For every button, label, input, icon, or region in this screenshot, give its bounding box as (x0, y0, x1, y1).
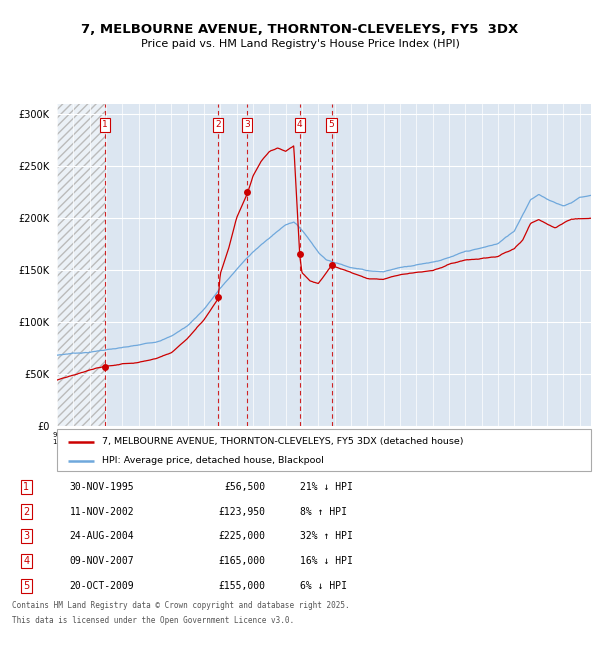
Text: 8% ↑ HPI: 8% ↑ HPI (300, 506, 347, 517)
Text: 5: 5 (329, 120, 334, 129)
Text: 1: 1 (23, 482, 29, 492)
Text: 1: 1 (102, 120, 107, 129)
Text: 3: 3 (23, 531, 29, 541)
Text: 24-AUG-2004: 24-AUG-2004 (70, 531, 134, 541)
Text: 7, MELBOURNE AVENUE, THORNTON-CLEVELEYS, FY5  3DX: 7, MELBOURNE AVENUE, THORNTON-CLEVELEYS,… (82, 23, 518, 36)
Text: 4: 4 (297, 120, 302, 129)
Text: 2: 2 (23, 506, 29, 517)
Text: Price paid vs. HM Land Registry's House Price Index (HPI): Price paid vs. HM Land Registry's House … (140, 39, 460, 49)
Text: 11-NOV-2002: 11-NOV-2002 (70, 506, 134, 517)
Text: 7, MELBOURNE AVENUE, THORNTON-CLEVELEYS, FY5 3DX (detached house): 7, MELBOURNE AVENUE, THORNTON-CLEVELEYS,… (103, 437, 464, 446)
Text: £56,500: £56,500 (224, 482, 265, 492)
Bar (57, 104, 104, 426)
Text: Contains HM Land Registry data © Crown copyright and database right 2025.: Contains HM Land Registry data © Crown c… (12, 601, 350, 610)
Text: 20-OCT-2009: 20-OCT-2009 (70, 580, 134, 591)
Text: 21% ↓ HPI: 21% ↓ HPI (300, 482, 353, 492)
Text: This data is licensed under the Open Government Licence v3.0.: This data is licensed under the Open Gov… (12, 616, 294, 625)
Text: £123,950: £123,950 (218, 506, 265, 517)
Text: 6% ↓ HPI: 6% ↓ HPI (300, 580, 347, 591)
Text: £155,000: £155,000 (218, 580, 265, 591)
FancyBboxPatch shape (57, 429, 591, 471)
Text: 09-NOV-2007: 09-NOV-2007 (70, 556, 134, 566)
Text: HPI: Average price, detached house, Blackpool: HPI: Average price, detached house, Blac… (103, 456, 324, 465)
Text: 30-NOV-1995: 30-NOV-1995 (70, 482, 134, 492)
Text: 2: 2 (215, 120, 221, 129)
Text: 5: 5 (23, 580, 29, 591)
Text: £225,000: £225,000 (218, 531, 265, 541)
Bar (57, 104, 104, 426)
Text: 32% ↑ HPI: 32% ↑ HPI (300, 531, 353, 541)
Text: 16% ↓ HPI: 16% ↓ HPI (300, 556, 353, 566)
Text: 3: 3 (244, 120, 250, 129)
Text: 4: 4 (23, 556, 29, 566)
Text: £165,000: £165,000 (218, 556, 265, 566)
